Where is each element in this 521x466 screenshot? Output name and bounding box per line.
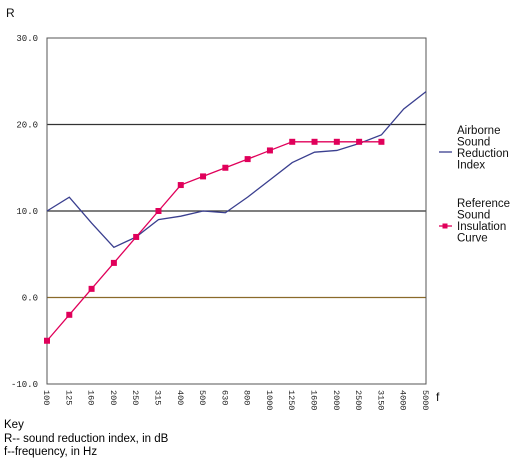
x-tick-label: 200 bbox=[108, 390, 118, 405]
gridlines bbox=[47, 123, 426, 299]
y-axis-label: R bbox=[6, 6, 15, 20]
key-line-f: f--frequency, in Hz bbox=[4, 446, 98, 458]
x-tick-label: 1600 bbox=[309, 390, 319, 410]
series-2-point bbox=[333, 138, 340, 145]
x-tick-label: 5000 bbox=[420, 390, 430, 410]
y-tick-label: 0.0 bbox=[22, 294, 38, 304]
series-2-point bbox=[155, 208, 162, 214]
legend-label-1: Airborne bbox=[457, 125, 500, 137]
series-line-1 bbox=[46, 91, 427, 249]
x-tick-label: 250 bbox=[130, 390, 140, 405]
series-2-point bbox=[88, 285, 95, 292]
x-tick-label: 160 bbox=[86, 390, 96, 405]
series-2-point bbox=[378, 138, 385, 145]
series-2-point bbox=[356, 138, 363, 145]
y-tick-label: 30.0 bbox=[16, 34, 38, 44]
series-2-point bbox=[222, 164, 229, 171]
x-tick-label: 1000 bbox=[264, 390, 274, 410]
x-tick-label: 500 bbox=[197, 390, 207, 405]
x-tick-label: 2000 bbox=[331, 390, 341, 410]
series-2-point bbox=[311, 138, 318, 145]
legend-label-2: Reference bbox=[457, 198, 510, 210]
series-layer bbox=[44, 91, 427, 344]
x-tick-label: 800 bbox=[242, 390, 252, 405]
key-title: Key bbox=[4, 419, 24, 431]
series-2-point bbox=[66, 311, 73, 318]
series-2-point bbox=[177, 182, 184, 189]
x-tick-labels: 100 125 160 200 250 315 400 500 630 800 1000 1250 16… bbox=[41, 390, 430, 410]
x-tick-label: 630 bbox=[219, 390, 229, 405]
legend: AirborneSoundReductionIndexReferenceSoun… bbox=[439, 125, 510, 245]
chart: -10.0 0.0 10.0 20.0 30.0 100 125 160 200 250 315 4… bbox=[6, 6, 510, 410]
legend-marker-2 bbox=[442, 223, 448, 229]
y-tick-label: 20.0 bbox=[16, 121, 38, 131]
x-tick-label: 3150 bbox=[375, 390, 385, 410]
x-tick-label: 125 bbox=[63, 390, 73, 405]
y-tick-label: -10.0 bbox=[11, 380, 38, 390]
series-2-point bbox=[200, 173, 207, 180]
x-tick-label: 2500 bbox=[353, 390, 363, 410]
legend-label-2: Curve bbox=[457, 233, 488, 245]
series-2-point bbox=[266, 147, 273, 154]
x-tick-label: 100 bbox=[41, 390, 51, 405]
series-2-point bbox=[110, 259, 117, 266]
legend-label-1: Index bbox=[457, 160, 485, 172]
x-tick-label: 400 bbox=[175, 390, 185, 405]
x-tick-label: 315 bbox=[152, 390, 162, 405]
legend-label-1: Reduction bbox=[457, 148, 509, 160]
y-tick-label: 10.0 bbox=[16, 207, 38, 217]
key-line-r: R-- sound reduction index, in dB bbox=[4, 432, 169, 445]
series-2-point bbox=[44, 337, 50, 344]
legend-label-1: Sound bbox=[457, 137, 490, 149]
x-tick-label: 4000 bbox=[398, 390, 408, 410]
legend-label-2: Insulation bbox=[457, 221, 506, 233]
legend-label-2: Sound bbox=[457, 210, 490, 222]
series-2-point bbox=[244, 156, 251, 163]
x-tick-label: 1250 bbox=[286, 390, 296, 410]
y-tick-labels: -10.0 0.0 10.0 20.0 30.0 bbox=[11, 34, 38, 390]
series-2-point bbox=[133, 233, 140, 240]
series-line-2 bbox=[46, 141, 382, 342]
series-2-point bbox=[289, 138, 296, 145]
x-axis-label: f bbox=[436, 390, 440, 404]
key-block: Key R-- sound reduction index, in dB f--… bbox=[4, 419, 168, 460]
